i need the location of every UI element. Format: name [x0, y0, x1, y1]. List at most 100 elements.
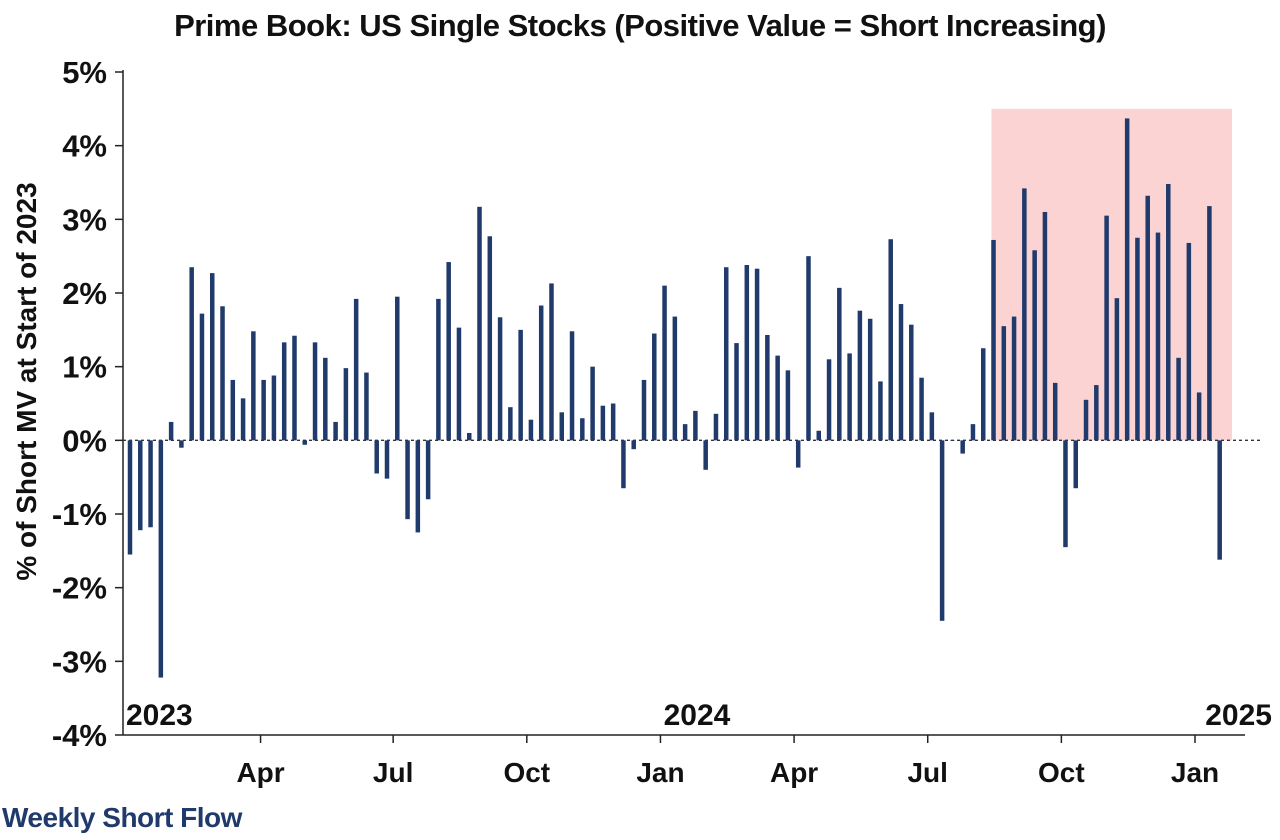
bar	[1145, 195, 1150, 441]
bar	[703, 440, 708, 470]
chart-title: Prime Book: US Single Stocks (Positive V…	[174, 8, 1106, 43]
bar	[1073, 440, 1079, 489]
bar	[991, 239, 996, 441]
bar	[652, 333, 657, 441]
bar	[734, 343, 739, 441]
y-tick-label: -2%	[52, 571, 107, 606]
bar	[281, 342, 287, 441]
bar	[384, 440, 390, 479]
bar	[1032, 250, 1037, 441]
bar	[446, 262, 451, 441]
bar	[1063, 440, 1068, 548]
bar	[857, 310, 863, 441]
bar	[1196, 392, 1202, 441]
bar	[580, 418, 585, 441]
bar	[477, 206, 482, 441]
y-tick-label: 2%	[62, 276, 107, 311]
bar	[1001, 326, 1007, 441]
bar	[343, 368, 349, 441]
bar	[1135, 237, 1140, 441]
bar	[682, 424, 688, 441]
y-tick-label: 5%	[62, 55, 107, 90]
bar	[148, 440, 153, 528]
bar	[888, 239, 893, 441]
bar	[1166, 183, 1171, 441]
bar	[1104, 215, 1109, 441]
bar	[641, 379, 647, 441]
bar	[970, 424, 976, 441]
bar	[569, 331, 575, 441]
bar	[518, 329, 523, 441]
bar	[744, 265, 750, 441]
x-tick-label: Jan	[636, 757, 684, 788]
bar	[456, 327, 462, 441]
bar	[261, 379, 266, 441]
bar	[929, 412, 935, 441]
x-tick-label: Apr	[770, 757, 818, 788]
y-tick-label: -4%	[52, 718, 107, 753]
bar	[127, 440, 133, 555]
bar	[292, 335, 297, 441]
bar	[395, 296, 400, 441]
bar	[672, 316, 678, 441]
bar	[333, 421, 338, 441]
bar	[837, 287, 842, 441]
bar	[240, 398, 246, 441]
bar	[415, 440, 421, 533]
bar	[209, 273, 215, 441]
bar	[1155, 232, 1161, 441]
bar	[559, 412, 565, 441]
bar	[765, 334, 770, 441]
bar	[271, 375, 277, 441]
y-tick-label: 1%	[62, 350, 107, 385]
bar	[487, 236, 493, 441]
bar	[785, 370, 791, 441]
bar	[1217, 440, 1222, 560]
y-axis-title: % of Short MV at Start of 2023	[11, 182, 42, 580]
bar	[528, 419, 534, 441]
bar	[1042, 211, 1048, 441]
bar	[950, 440, 955, 441]
bar	[353, 298, 359, 441]
bar	[693, 410, 698, 441]
bar	[1114, 298, 1120, 441]
bar	[816, 430, 822, 441]
y-tick-label: 4%	[62, 129, 107, 164]
bar	[436, 298, 441, 441]
bar	[220, 306, 225, 441]
x-tick-label: Jul	[907, 757, 947, 788]
bar	[466, 432, 472, 441]
x-tick-label: Jul	[373, 757, 413, 788]
bar	[251, 331, 256, 441]
y-tick-label: 0%	[62, 423, 107, 458]
bar	[1083, 399, 1089, 441]
bar	[199, 313, 205, 441]
bar	[1052, 382, 1058, 441]
bar	[230, 379, 236, 441]
bar	[867, 318, 873, 441]
year-label: 2025	[1205, 699, 1272, 732]
bar	[138, 440, 143, 531]
bar	[497, 317, 503, 441]
bar	[158, 440, 164, 678]
footer-label: Weekly Short Flow	[2, 802, 242, 833]
bar	[1207, 206, 1212, 441]
bar	[302, 440, 308, 445]
bar	[312, 342, 318, 441]
bar	[847, 353, 852, 441]
bar	[508, 407, 513, 441]
bar	[898, 304, 904, 441]
bar	[405, 440, 410, 520]
x-tick-label: Oct	[1038, 757, 1085, 788]
y-tick-label: -3%	[52, 644, 107, 679]
bar	[826, 359, 832, 441]
bar	[590, 366, 595, 441]
bar	[374, 440, 379, 474]
bar	[179, 440, 184, 448]
bar	[621, 440, 626, 489]
bar	[538, 305, 544, 441]
bar	[1186, 242, 1192, 441]
bar	[425, 440, 431, 500]
year-label: 2023	[126, 699, 193, 732]
